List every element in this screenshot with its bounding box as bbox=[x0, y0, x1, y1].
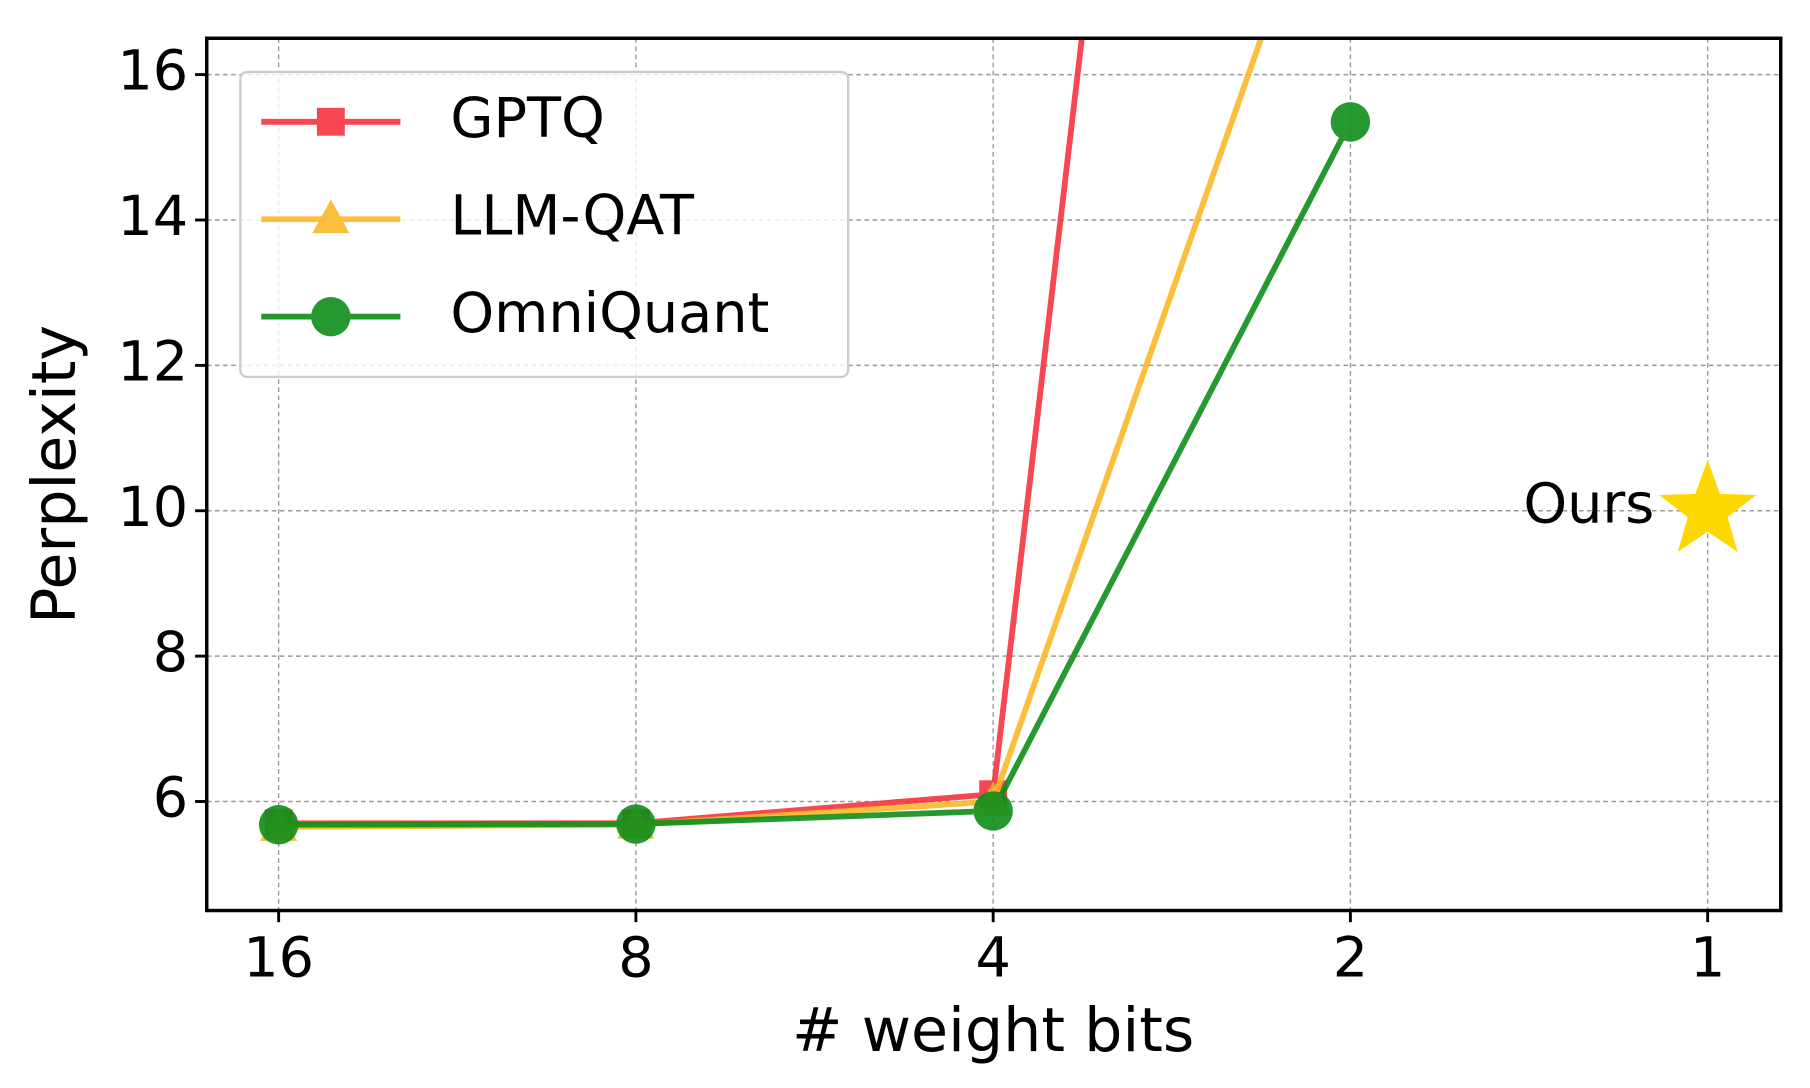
marker bbox=[311, 296, 351, 337]
marker bbox=[1659, 459, 1757, 553]
plot-area bbox=[258, 38, 1757, 845]
x-tick-label: 2 bbox=[1333, 926, 1368, 991]
legend-entry bbox=[261, 199, 401, 234]
y-axis-label: Perplexity bbox=[20, 325, 90, 624]
highlight-label: Ours bbox=[1523, 471, 1654, 536]
legend-label: LLM-QAT bbox=[450, 183, 695, 248]
marker bbox=[616, 804, 656, 844]
x-tick-label: 8 bbox=[618, 926, 653, 991]
legend: GPTQ LLM-QAT OmniQuant bbox=[239, 70, 850, 379]
x-tick-label: 1 bbox=[1690, 926, 1725, 991]
series bbox=[258, 102, 1371, 845]
marker bbox=[1330, 102, 1371, 142]
y-tick-label: 6 bbox=[153, 766, 188, 831]
marker bbox=[973, 791, 1013, 831]
series-line bbox=[278, 120, 1353, 828]
x-axis-label: # weight bits bbox=[792, 996, 1194, 1066]
legend-label: GPTQ bbox=[450, 86, 604, 151]
legend-box bbox=[239, 70, 850, 379]
marker bbox=[316, 107, 345, 136]
marker bbox=[312, 199, 350, 234]
x-tick-label: 4 bbox=[975, 926, 1010, 991]
y-tick-label: 12 bbox=[117, 329, 188, 394]
y-tick-label: 14 bbox=[117, 184, 188, 249]
legend-label: OmniQuant bbox=[450, 281, 769, 346]
x-tick-label: 16 bbox=[243, 926, 314, 991]
y-tick-label: 16 bbox=[117, 39, 188, 104]
legend-entry bbox=[261, 296, 401, 337]
y-tick-label: 8 bbox=[153, 620, 188, 685]
y-tick-label: 10 bbox=[117, 475, 188, 540]
marker bbox=[258, 805, 299, 845]
legend-entry bbox=[261, 107, 401, 136]
